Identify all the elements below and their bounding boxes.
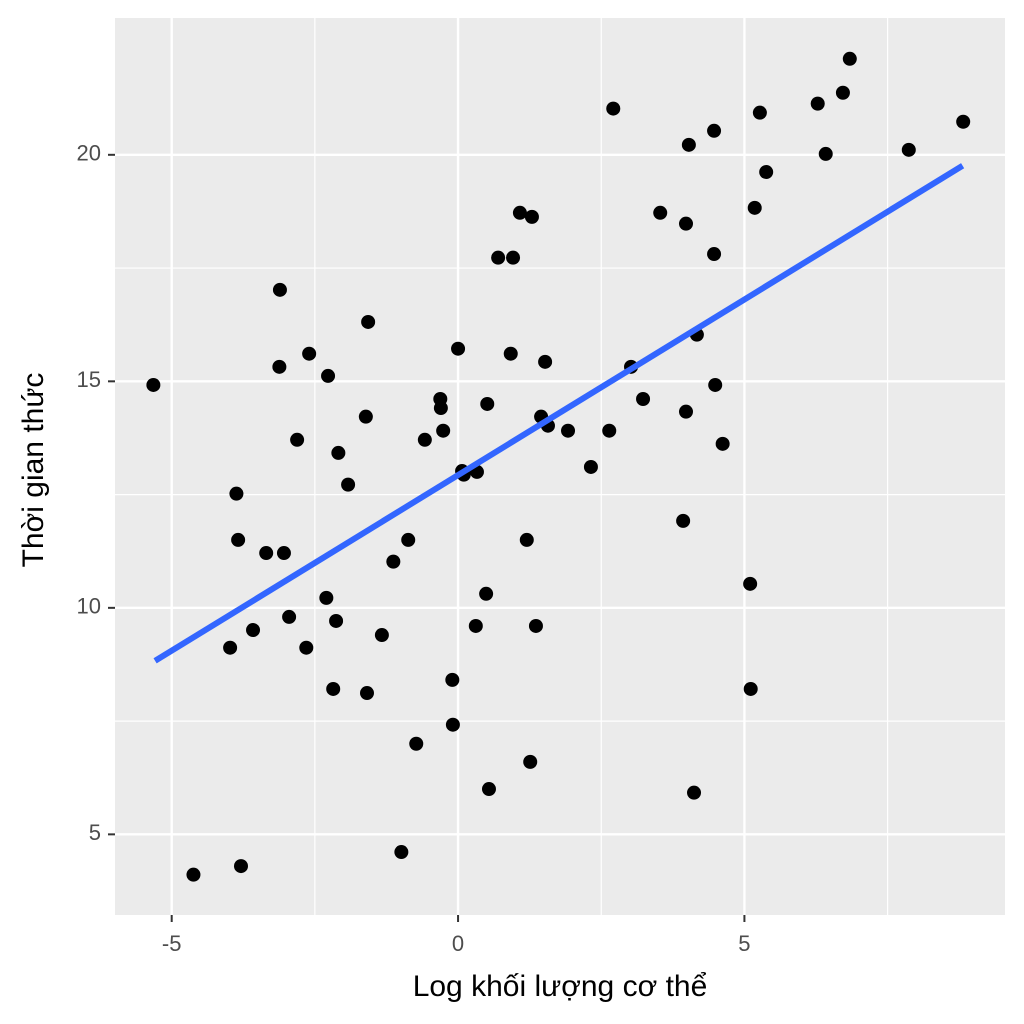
- point: [506, 250, 521, 265]
- point: [528, 618, 543, 633]
- point: [715, 436, 730, 451]
- point: [818, 146, 833, 161]
- point: [223, 640, 238, 655]
- point: [321, 368, 336, 383]
- y-tick-label: 20: [77, 141, 101, 166]
- trend-line: [153, 163, 965, 664]
- point: [319, 590, 334, 605]
- point: [417, 432, 432, 447]
- x-axis-title: Log khối lượng cơ thể: [413, 970, 708, 1003]
- point: [687, 785, 702, 800]
- point: [519, 532, 534, 547]
- point: [290, 432, 305, 447]
- y-axis-title: Thời gian thức: [17, 373, 50, 568]
- x-tick-label: 0: [452, 931, 464, 956]
- point: [361, 314, 376, 329]
- point: [341, 477, 356, 492]
- point: [524, 209, 539, 224]
- point: [480, 396, 495, 411]
- point: [583, 459, 598, 474]
- point: [282, 609, 297, 624]
- point: [678, 404, 693, 419]
- point: [468, 618, 483, 633]
- point: [676, 513, 691, 528]
- point: [329, 613, 344, 628]
- point: [835, 85, 850, 100]
- panel: [115, 18, 1005, 915]
- point: [491, 250, 506, 265]
- marks: [146, 51, 971, 882]
- point: [394, 845, 409, 860]
- point: [561, 423, 576, 438]
- point: [810, 96, 825, 111]
- point: [707, 247, 722, 262]
- point: [445, 717, 460, 732]
- y-tick-label: 5: [89, 820, 101, 845]
- point: [299, 640, 314, 655]
- point: [326, 681, 341, 696]
- point: [386, 554, 401, 569]
- point: [708, 377, 723, 392]
- point: [503, 346, 518, 361]
- point: [186, 867, 201, 882]
- point: [512, 205, 527, 220]
- point: [759, 165, 774, 180]
- grid: [115, 18, 1005, 915]
- point: [653, 205, 668, 220]
- point: [707, 123, 722, 138]
- point: [743, 681, 758, 696]
- point: [272, 282, 287, 297]
- point: [481, 782, 496, 797]
- point: [374, 628, 389, 643]
- point: [602, 423, 617, 438]
- point: [538, 354, 553, 369]
- point: [358, 409, 373, 424]
- x-tick-label: -5: [162, 931, 182, 956]
- point: [272, 359, 287, 374]
- point: [956, 114, 971, 129]
- point: [331, 445, 346, 460]
- point: [479, 586, 494, 601]
- point: [276, 546, 291, 561]
- y-tick-label: 10: [77, 594, 101, 619]
- x-tick-label: 5: [738, 931, 750, 956]
- point: [146, 377, 161, 392]
- point: [743, 576, 758, 591]
- y-tick-label: 15: [77, 367, 101, 392]
- point: [233, 859, 248, 874]
- point: [681, 137, 696, 152]
- point: [606, 101, 621, 116]
- point: [752, 105, 767, 120]
- point: [359, 686, 374, 701]
- point: [523, 754, 538, 769]
- point: [401, 532, 416, 547]
- point: [842, 51, 857, 66]
- point: [246, 623, 261, 638]
- point: [229, 486, 244, 501]
- point: [445, 672, 460, 687]
- point: [433, 401, 448, 416]
- point: [901, 142, 916, 157]
- point: [231, 532, 246, 547]
- point: [436, 423, 451, 438]
- point: [747, 200, 762, 215]
- point: [302, 346, 317, 361]
- point: [409, 736, 424, 751]
- point: [678, 216, 693, 231]
- point: [259, 546, 274, 561]
- point: [451, 341, 466, 356]
- point: [636, 391, 651, 406]
